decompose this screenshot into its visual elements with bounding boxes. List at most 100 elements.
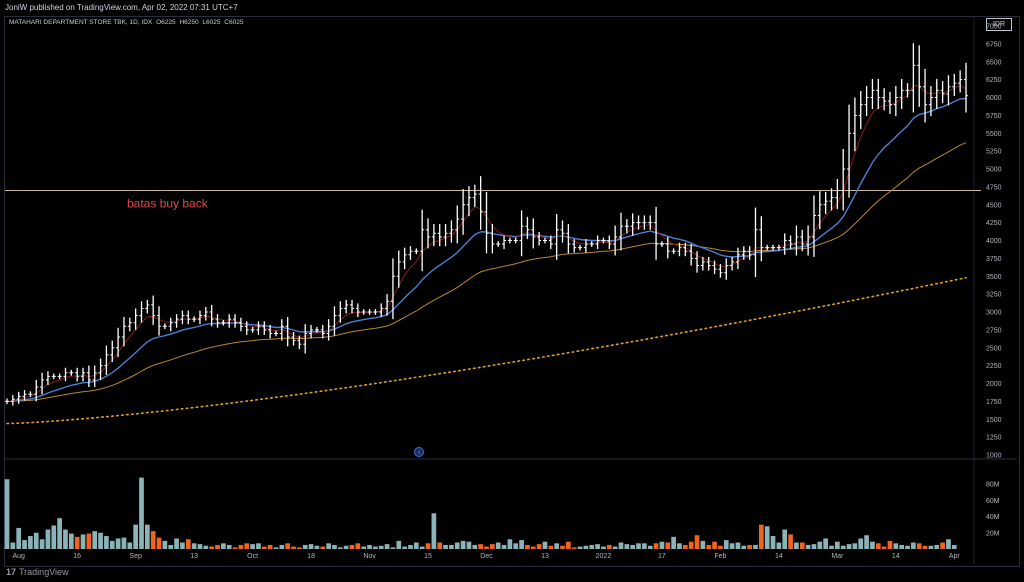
ohlc-bar	[344, 299, 349, 314]
volume-bar	[741, 545, 747, 549]
ohlc-bar	[689, 244, 694, 266]
ohlc-bar	[385, 294, 390, 316]
volume-bar	[835, 541, 840, 549]
volume-bar	[536, 544, 542, 549]
volume-bar	[799, 542, 805, 549]
volume-bar	[490, 544, 495, 549]
volume-bar	[413, 542, 419, 549]
y-tick-label: 3250	[986, 292, 1002, 299]
ohlc-bar	[870, 78, 875, 109]
ohlc-bar	[560, 220, 565, 243]
volume-bar	[928, 545, 934, 549]
ohlc-bar	[747, 246, 752, 260]
currency-badge[interactable]: IDR	[986, 18, 1012, 31]
ohlc-bar	[57, 373, 62, 380]
ohlc-bar	[396, 250, 401, 288]
volume-bar	[478, 544, 483, 549]
volume-bar	[104, 536, 109, 549]
y-tick-label: 1250	[986, 435, 1002, 442]
ohlc-bar	[133, 308, 138, 330]
ohlc-bar	[613, 225, 618, 256]
ohlc-bar	[554, 214, 559, 260]
ohlc-bar	[595, 235, 600, 250]
volume-bar	[782, 529, 788, 549]
volume-bar	[466, 541, 472, 549]
volume-bar	[226, 544, 232, 549]
ma-orange-line	[6, 142, 967, 402]
ohlc-bar	[525, 216, 530, 240]
volume-bar	[665, 542, 671, 549]
ohlc-bar	[735, 247, 740, 270]
x-tick-label: Nov	[363, 553, 376, 560]
ohlc-bar	[238, 317, 243, 332]
volume-bar	[28, 536, 33, 549]
ohlc-bar	[151, 295, 156, 325]
volume-bar	[68, 533, 74, 549]
ohlc-bar	[583, 239, 588, 253]
ohlc-bar	[677, 242, 682, 257]
publish-info: JoniW published on TradingView.com, Apr …	[5, 3, 238, 12]
volume-bar	[706, 544, 712, 549]
ohlc-bar	[852, 97, 857, 152]
ohlc-bar	[642, 215, 647, 230]
volume-bar	[86, 533, 92, 549]
volume-bar	[361, 546, 367, 549]
volume-bar	[864, 535, 869, 549]
volume-bar	[332, 544, 337, 549]
volume-bar	[577, 546, 583, 549]
ohlc-bar	[314, 327, 319, 333]
ohlc-bar	[455, 205, 460, 244]
volume-bar	[671, 536, 676, 549]
ohlc-bar	[759, 216, 764, 262]
ohlc-bar	[472, 184, 477, 207]
ohlc-bar	[887, 91, 892, 114]
volume-bar	[823, 538, 828, 549]
volume-bar	[45, 529, 51, 549]
volume-bar	[659, 541, 665, 549]
volume-bar	[390, 547, 396, 549]
footer-brand[interactable]: 17 TradingView	[6, 567, 69, 577]
ohlc-bar	[806, 225, 811, 256]
y-tick-label: 1000	[986, 453, 1002, 460]
ohlc-bar	[426, 218, 431, 249]
ohlc-bar	[648, 215, 653, 230]
ohlc-bar	[414, 248, 419, 255]
x-tick-label: Oct	[247, 553, 258, 560]
volume-bar	[899, 544, 905, 549]
ohlc-bar	[578, 244, 583, 251]
ohlc-bar	[63, 367, 68, 382]
ohlc-bar	[16, 391, 21, 404]
ohlc-bar	[145, 299, 150, 314]
volume-bar	[162, 540, 168, 549]
ohlc-bar	[864, 86, 869, 117]
ohlc-bar	[706, 256, 711, 271]
volume-bar	[349, 544, 355, 549]
chart-frame[interactable]	[4, 16, 1020, 567]
ohlc-bar	[946, 75, 951, 106]
ohlc-bar	[712, 260, 717, 275]
x-tick-label: 16	[73, 553, 81, 560]
ohlc-bar	[34, 379, 39, 402]
volume-bar	[314, 545, 320, 549]
x-tick-label: 18	[307, 553, 315, 560]
volume-bar	[595, 544, 600, 549]
ohlc-bar	[776, 244, 781, 251]
ohlc-bar	[320, 324, 325, 339]
ohlc-bar	[695, 251, 700, 273]
ohlc-bars	[5, 43, 968, 406]
ohlc-bar	[548, 235, 553, 250]
volume-bar	[396, 540, 402, 549]
ohlc-bar	[297, 335, 302, 350]
ohlc-bar	[75, 367, 80, 382]
ohlc-bar	[262, 321, 267, 335]
volume-bar	[530, 546, 536, 549]
ohlc-bar	[519, 210, 524, 257]
ohlc-bar	[478, 176, 483, 230]
ohlc-bar	[899, 78, 904, 109]
ohlc-bar	[923, 68, 928, 123]
volume-bar	[495, 542, 501, 549]
volume-bar	[472, 544, 478, 549]
ohlc-bar	[537, 231, 542, 246]
ohlc-bar	[285, 317, 290, 347]
